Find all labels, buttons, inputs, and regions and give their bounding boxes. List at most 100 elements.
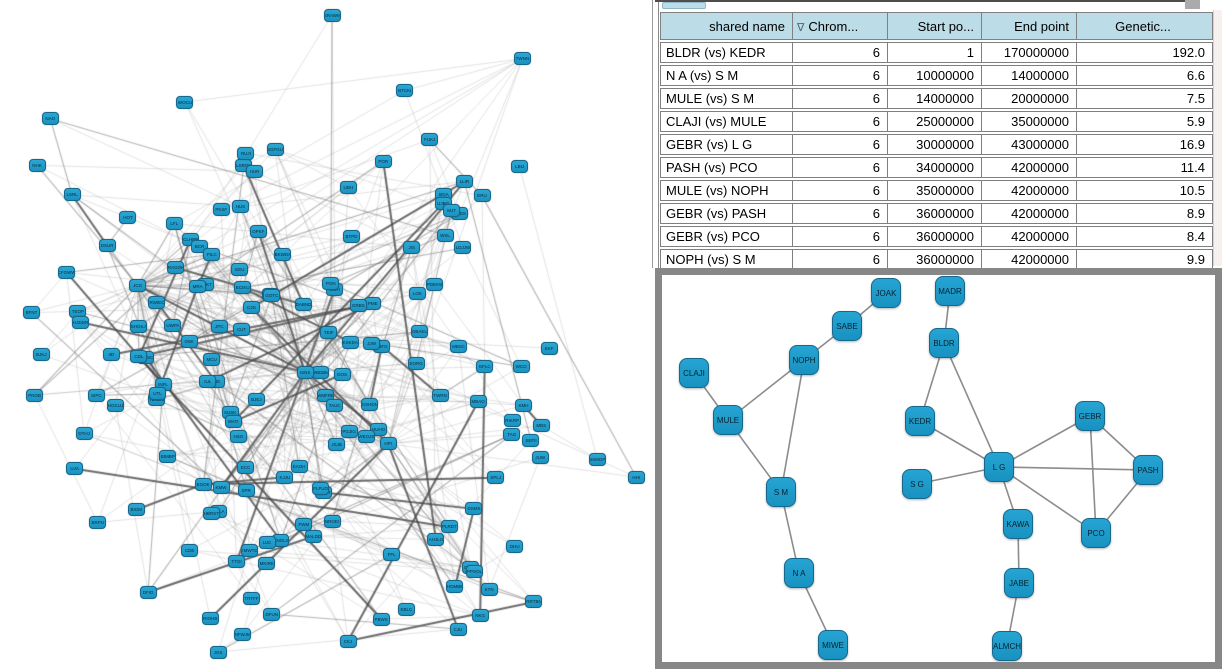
network-node[interactable]: HPI [379,437,397,451]
network-node[interactable]: MJT [443,204,461,218]
cell-shared-name[interactable]: GEBR (vs) PASH [660,203,793,224]
network-node[interactable]: NAO [41,112,59,126]
node-noph[interactable]: NOPH [789,345,819,375]
network-node[interactable]: NKG [471,609,489,623]
network-node[interactable]: PGN [322,277,340,291]
node-mule[interactable]: MULE [713,405,743,435]
network-node[interactable]: CKJ [339,634,357,648]
node-sabe[interactable]: SABE [832,311,862,341]
network-node[interactable]: EBLC [397,603,415,617]
detail-network-panel[interactable]: JOAK MADR SABE BLDR NOPH CLAJI MULE KEDR GEBR L G… [655,268,1222,669]
network-node[interactable]: ECIKU [234,281,252,295]
edge-l-g-pash[interactable] [998,466,1149,471]
network-node[interactable]: IID [102,348,120,362]
network-node[interactable]: DFIO [139,585,157,599]
filter-sort-icon[interactable]: ∇ [797,21,805,34]
network-node[interactable]: KSKDA [341,335,359,349]
cell-value[interactable]: 10000000 [888,65,982,86]
network-node[interactable]: RRTBN [525,595,543,609]
cell-value[interactable]: 6 [793,157,888,178]
network-node[interactable]: BFNT [22,306,40,320]
network-node[interactable]: TWRN [431,389,449,403]
network-node[interactable]: BRFN [89,515,107,529]
network-node[interactable]: TAUC [326,399,344,413]
network-node[interactable]: WCO [512,359,530,373]
node-n-a[interactable]: N A [784,558,814,588]
cell-shared-name[interactable]: NOPH (vs) S M [660,249,793,270]
cell-value[interactable]: 14000000 [888,88,982,109]
network-node[interactable]: EAOH [290,460,308,474]
network-node[interactable]: HJDDR [72,315,90,329]
cell-value[interactable]: 42000000 [982,180,1077,201]
network-node[interactable]: DTHJ [75,427,93,441]
network-node[interactable]: ERU [473,189,491,203]
cell-value[interactable]: 36000000 [888,203,982,224]
network-node[interactable]: RAGOK [167,261,185,275]
network-node[interactable]: KJJU [276,470,294,484]
network-node[interactable]: RIKRP [503,413,521,427]
network-node[interactable]: WBDBM [311,365,329,379]
cell-value[interactable]: 42000000 [982,157,1077,178]
network-node[interactable]: CJU [449,622,467,636]
network-node[interactable]: JPC [210,320,228,334]
network-node[interactable]: WOCU [176,95,194,109]
network-node[interactable]: LOK [408,287,426,301]
network-node[interactable]: ISNS [296,365,314,379]
network-node[interactable]: CUT [233,322,251,336]
column-header-chrom[interactable]: ∇ Chrom... [793,12,888,40]
network-node[interactable]: RWIEC [148,295,166,309]
cell-value[interactable]: 6 [793,134,888,155]
network-node[interactable]: MCU [203,352,221,366]
table-row[interactable]: MULE (vs) S M 6 14000000 20000000 7.5 [660,88,1213,109]
network-node[interactable]: OWI [180,334,198,348]
network-node[interactable]: BJKJ [32,348,50,362]
node-bldr[interactable]: BLDR [929,328,959,358]
network-node[interactable]: WATI [224,415,242,429]
cell-value[interactable]: 42000000 [982,249,1077,270]
cell-shared-name[interactable]: MULE (vs) NOPH [660,180,793,201]
network-node[interactable]: CFGWW [58,265,76,279]
network-node[interactable]: WMFRE [317,388,335,402]
network-node[interactable]: MBAO [469,395,487,409]
panel-splitter[interactable] [652,0,659,268]
cell-shared-name[interactable]: BLDR (vs) KEDR [660,42,793,63]
network-node[interactable]: GFLC [476,360,494,374]
network-node[interactable]: SIPC [87,388,105,402]
column-header-shared-name[interactable]: shared name [660,12,793,40]
cell-shared-name[interactable]: MULE (vs) S M [660,88,793,109]
network-node[interactable]: SPLJ [487,471,505,485]
edge-bldr-l-g[interactable] [943,342,1000,468]
network-node[interactable]: EKF [540,341,558,355]
table-row[interactable]: CLAJI (vs) MULE 6 25000000 35000000 5.9 [660,111,1213,132]
network-node[interactable]: PBWS [372,612,390,626]
network-node[interactable]: DOS [333,367,351,381]
network-node[interactable]: HOT [119,211,137,225]
node-s-m[interactable]: S M [766,477,796,507]
network-node[interactable]: GRAWM [323,8,341,22]
network-node[interactable]: FUKJ [421,133,439,147]
network-node[interactable]: CJG [243,301,260,315]
network-node[interactable]: BGFGU [266,142,284,156]
node-madr[interactable]: MADR [935,276,965,306]
network-node[interactable]: JJW [363,336,381,350]
cell-value[interactable]: 8.4 [1077,226,1213,247]
table-row[interactable]: GEBR (vs) PASH 6 36000000 42000000 8.9 [660,203,1213,224]
network-node[interactable]: EEU [231,262,249,276]
node-pash[interactable]: PASH [1133,455,1163,485]
cell-value[interactable]: 6 [793,111,888,132]
node-pco[interactable]: PCO [1081,518,1111,548]
network-node[interactable]: DHU [506,539,524,553]
node-joak[interactable]: JOAK [871,278,901,308]
network-node[interactable]: DFUN [263,607,281,621]
network-node[interactable]: WSL [436,228,454,242]
network-node[interactable]: GSHDN [361,398,379,412]
network-node[interactable]: FWM [295,518,313,532]
cell-value[interactable]: 192.0 [1077,42,1213,63]
network-node[interactable]: DSUR [98,238,116,252]
cell-value[interactable]: 35000000 [982,111,1077,132]
network-node[interactable]: LFL [165,217,183,231]
network-node[interactable]: HGCUJ [107,398,125,412]
network-node[interactable]: PLRDT [440,520,458,534]
node-l-g[interactable]: L G [984,452,1014,482]
cell-shared-name[interactable]: N A (vs) S M [660,65,793,86]
